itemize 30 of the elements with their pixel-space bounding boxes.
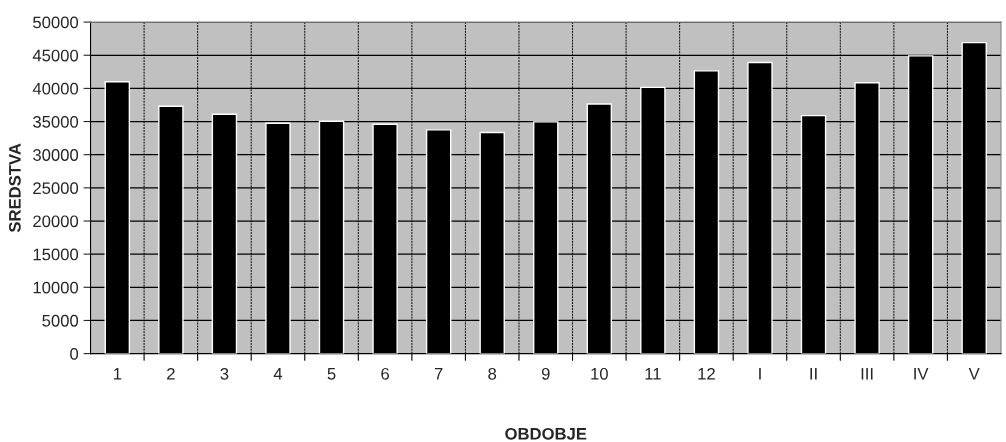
x-tick-label: 6 <box>381 367 389 380</box>
x-tick-label: 4 <box>273 368 283 380</box>
y-tick-label: 45000 <box>32 49 79 62</box>
x-tick-label: 9 <box>541 367 550 380</box>
y-tick-label: 30000 <box>33 149 79 161</box>
x-tick-label: 12 <box>698 367 715 380</box>
y-tick-label: 5000 <box>42 314 79 327</box>
y-tick-label: 15000 <box>33 248 79 261</box>
y-tick-label: 20000 <box>33 215 79 228</box>
x-tick-label: I <box>759 368 761 380</box>
y-axis-title: SREDSTVA <box>8 143 21 233</box>
x-tick-label: 11 <box>645 368 661 380</box>
x-tick-label: 10 <box>591 367 608 380</box>
x-tick-label: II <box>810 368 817 380</box>
x-tick-label: 1 <box>113 368 122 380</box>
y-tick-label: 35000 <box>33 115 79 128</box>
y-tick-label: 10000 <box>33 281 79 294</box>
y-tick-label: 0 <box>70 348 79 360</box>
x-tick-label: 7 <box>434 368 443 380</box>
x-tick-label: 2 <box>167 367 175 380</box>
x-tick-label: IV <box>914 368 929 380</box>
y-tick-label: 25000 <box>33 182 79 195</box>
x-tick-label: 3 <box>220 367 229 380</box>
x-axis-title: OBDOBJE <box>505 427 587 440</box>
y-tick-label: 40000 <box>32 82 79 95</box>
x-tick-label: III <box>861 368 873 380</box>
x-tick-label: 5 <box>327 368 336 380</box>
x-tick-label: V <box>968 368 980 380</box>
x-tick-label: 8 <box>488 367 497 380</box>
y-tick-label: 50000 <box>33 16 79 29</box>
